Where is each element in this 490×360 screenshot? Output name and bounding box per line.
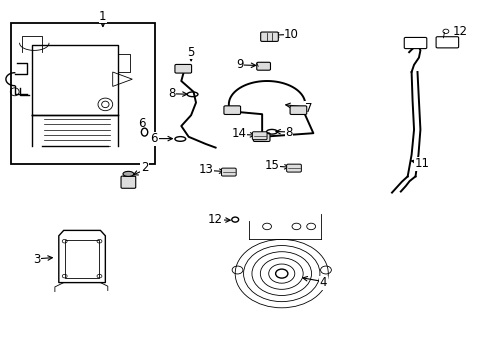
Text: 4: 4 — [319, 276, 327, 289]
FancyBboxPatch shape — [287, 164, 301, 172]
Bar — [65, 240, 99, 278]
FancyBboxPatch shape — [121, 176, 136, 188]
FancyBboxPatch shape — [436, 37, 459, 48]
Text: 3: 3 — [33, 253, 41, 266]
Text: 2: 2 — [141, 161, 148, 174]
Ellipse shape — [275, 269, 288, 278]
Text: 11: 11 — [415, 157, 430, 170]
FancyBboxPatch shape — [221, 168, 236, 176]
Text: 7: 7 — [305, 102, 313, 114]
Text: 5: 5 — [187, 46, 195, 59]
Text: 15: 15 — [265, 159, 279, 172]
FancyBboxPatch shape — [252, 132, 267, 140]
FancyBboxPatch shape — [257, 62, 270, 70]
Text: 12: 12 — [453, 25, 468, 38]
FancyBboxPatch shape — [261, 32, 278, 41]
Text: 14: 14 — [232, 127, 246, 140]
Text: 6: 6 — [150, 132, 158, 145]
FancyBboxPatch shape — [404, 37, 427, 49]
Text: 13: 13 — [198, 163, 213, 176]
FancyBboxPatch shape — [253, 133, 270, 141]
Text: 12: 12 — [208, 213, 223, 226]
Text: 6: 6 — [138, 117, 146, 130]
Ellipse shape — [123, 171, 134, 176]
Text: 8: 8 — [285, 126, 293, 139]
Text: 9: 9 — [236, 58, 244, 71]
Text: 10: 10 — [284, 28, 299, 41]
FancyBboxPatch shape — [290, 106, 307, 114]
Text: 1: 1 — [99, 10, 107, 23]
FancyBboxPatch shape — [175, 64, 192, 73]
Bar — [11, 23, 155, 164]
Text: 8: 8 — [168, 87, 175, 100]
FancyBboxPatch shape — [224, 106, 241, 114]
